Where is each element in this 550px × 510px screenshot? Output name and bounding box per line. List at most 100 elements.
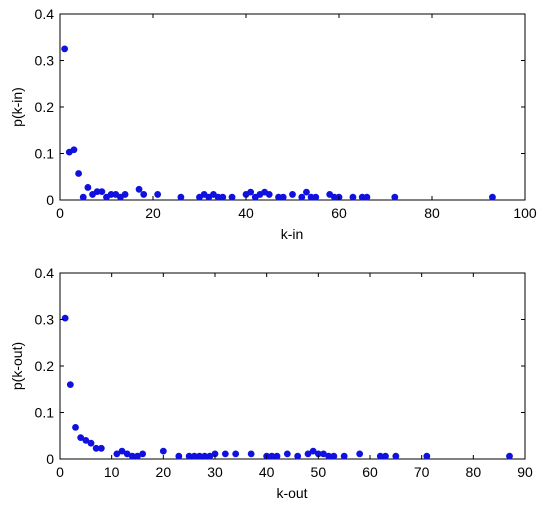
chart-k-in: 0 20 40 60 80 100 0 0.1 0.2 0.3 0.4 k-in p(k-in) [9, 6, 537, 242]
data-point-k-out [139, 450, 147, 458]
data-point-k-in [93, 188, 101, 196]
data-point-k-out [325, 452, 333, 460]
x-tick-label: 40 [259, 464, 275, 480]
data-point-k-in [75, 170, 82, 177]
x-tick-label: 0 [56, 464, 64, 480]
y-axis-label-k-out: p(k-out) [9, 342, 25, 390]
data-point-k-out [185, 452, 193, 460]
data-point-k-in [349, 193, 357, 201]
y-axis-label-k-in: p(k-in) [9, 87, 25, 127]
data-point-k-in [275, 193, 282, 201]
data-point-k-out [118, 447, 126, 455]
x-tick-label: 90 [517, 464, 533, 480]
data-point-k-in [489, 193, 496, 201]
data-point-k-out [211, 450, 219, 458]
data-point-k-out [294, 452, 302, 460]
x-tick-label: 100 [513, 205, 537, 221]
data-point-k-out [356, 450, 364, 458]
data-point-k-out [123, 450, 131, 458]
data-point-k-out [87, 439, 95, 447]
data-point-k-in [289, 191, 296, 198]
y-tick-label: 0.2 [35, 99, 55, 115]
data-point-k-out [382, 452, 389, 460]
data-point-k-in [298, 193, 306, 201]
data-point-k-in [98, 188, 106, 196]
data-point-k-out [506, 452, 513, 460]
data-point-k-in [303, 188, 310, 196]
data-point-k-in [279, 193, 287, 201]
x-tick-label: 60 [331, 205, 347, 221]
plot-area-k-in [59, 13, 526, 201]
data-point-k-in [70, 146, 78, 154]
y-tick-label: 0 [46, 451, 54, 467]
data-point-k-out [392, 452, 400, 460]
x-tick-label: 20 [145, 205, 161, 221]
x-tick-label: 80 [466, 464, 482, 480]
data-point-k-in [214, 193, 222, 201]
data-point-k-out [196, 452, 203, 460]
y-axis-k-out: 0 0.1 0.2 0.3 0.4 [35, 265, 525, 467]
data-point-k-in [177, 193, 185, 201]
data-point-k-out [304, 450, 312, 458]
data-point-k-in [79, 193, 87, 201]
plot-area-k-out [59, 272, 526, 460]
y-tick-label: 0.3 [35, 53, 55, 69]
data-point-k-out [97, 444, 105, 452]
markers-k-out [61, 314, 513, 460]
data-point-k-in [84, 184, 92, 191]
y-tick-label: 0.2 [35, 358, 55, 374]
data-point-k-out [330, 452, 338, 460]
data-point-k-in [307, 193, 315, 201]
x-tick-label: 40 [238, 205, 254, 221]
data-point-k-out [128, 452, 136, 460]
data-point-k-in [358, 193, 366, 201]
x-tick-label: 10 [104, 464, 120, 480]
data-point-k-in [391, 193, 399, 201]
x-tick-label: 50 [311, 464, 327, 480]
x-tick-label: 60 [362, 464, 378, 480]
data-point-k-out [61, 314, 69, 322]
data-point-k-in [228, 193, 236, 201]
data-point-k-out [92, 444, 100, 452]
data-point-k-in [265, 191, 273, 198]
data-point-k-out [206, 452, 214, 460]
data-point-k-out [273, 452, 281, 460]
y-tick-label: 0 [46, 192, 54, 208]
y-tick-label: 0.3 [35, 312, 55, 328]
x-tick-label: 80 [424, 205, 440, 221]
data-point-k-in [107, 191, 115, 198]
data-point-k-out [309, 447, 317, 455]
data-point-k-in [135, 185, 143, 193]
x-axis-label-k-out: k-out [276, 485, 307, 501]
x-tick-label: 20 [156, 464, 172, 480]
data-point-k-out [159, 447, 167, 455]
data-point-k-out [175, 452, 183, 460]
data-point-k-out [190, 452, 198, 460]
x-axis-k-in: 0 20 40 60 80 100 [56, 14, 537, 221]
data-point-k-out [232, 450, 240, 458]
data-point-k-out [423, 452, 431, 460]
data-point-k-in [219, 193, 227, 201]
data-point-k-out [134, 452, 141, 460]
data-point-k-in [330, 193, 338, 201]
data-point-k-out [72, 423, 79, 431]
data-point-k-out [247, 450, 255, 458]
data-point-k-out [201, 452, 209, 460]
data-point-k-in [61, 45, 69, 53]
data-point-k-in [154, 191, 162, 198]
data-point-k-out [77, 434, 85, 442]
data-point-k-in [140, 191, 148, 198]
chart-k-out: 0 10 20 30 40 50 60 70 80 90 00.10.20.30.4 k-out … [9, 265, 533, 501]
data-point-k-out [268, 452, 276, 460]
data-point-k-out [376, 452, 384, 460]
x-tick-label: 30 [207, 464, 223, 480]
x-axis-k-out: 0 10 20 30 40 50 60 70 80 90 [56, 273, 533, 480]
data-point-k-in [121, 191, 129, 198]
data-point-k-out [283, 450, 291, 458]
markers-k-in [61, 45, 496, 201]
data-point-k-out [66, 381, 74, 388]
data-point-k-in [247, 188, 255, 196]
data-point-k-out [314, 450, 322, 458]
data-point-k-out [320, 450, 327, 458]
